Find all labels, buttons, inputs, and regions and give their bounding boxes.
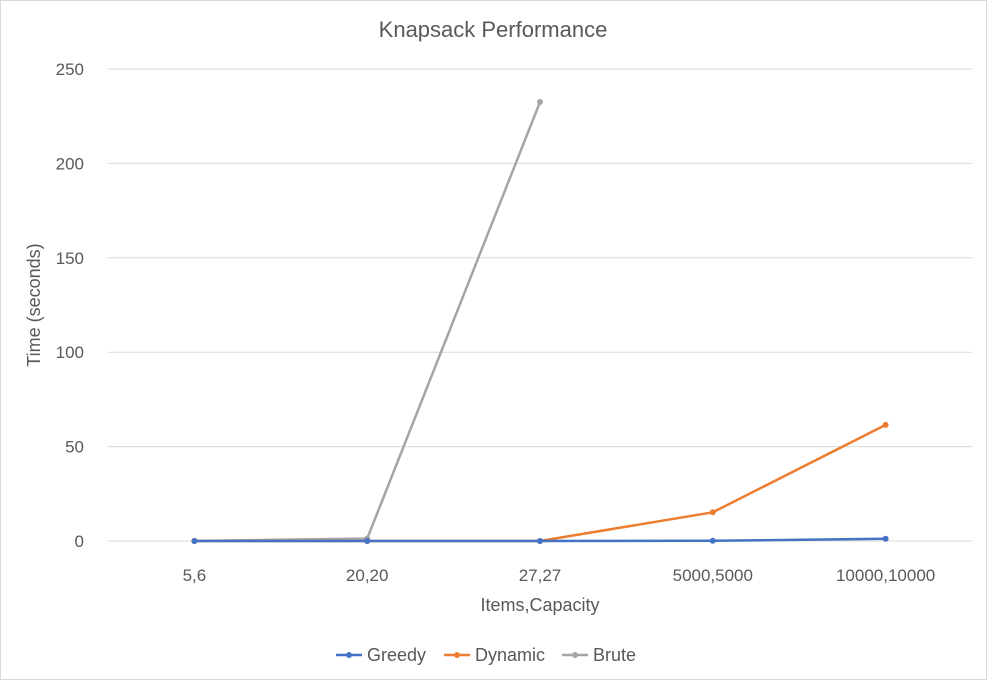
x-axis-ticks: 5,6 20,20 27,27 5000,5000 10000,10000 xyxy=(183,566,936,585)
x-axis-title: Items,Capacity xyxy=(480,595,599,615)
data-point-brute xyxy=(537,99,543,106)
y-tick-label: 150 xyxy=(56,249,84,268)
series-dynamic xyxy=(191,421,889,544)
legend-marker-brute xyxy=(572,652,578,658)
series-line-dynamic xyxy=(194,423,887,543)
legend-label-dynamic: Dynamic xyxy=(475,645,545,665)
data-point-dynamic xyxy=(709,509,716,516)
legend-item-dynamic: Dynamic xyxy=(444,645,545,665)
y-tick-label: 50 xyxy=(65,438,84,457)
y-tick-label: 0 xyxy=(75,532,84,551)
legend-item-brute: Brute xyxy=(562,645,636,665)
data-point-greedy xyxy=(191,538,198,544)
legend-marker-greedy xyxy=(346,652,352,658)
legend-label-greedy: Greedy xyxy=(367,645,426,665)
series-brute xyxy=(191,99,543,544)
series-greedy xyxy=(191,535,889,544)
y-tick-label: 200 xyxy=(56,154,84,173)
y-axis-ticks: 0 50 100 150 200 250 xyxy=(56,60,84,551)
x-tick-label: 10000,10000 xyxy=(836,566,935,585)
x-tick-label: 27,27 xyxy=(519,566,562,585)
data-point-greedy xyxy=(364,538,371,544)
chart-title: Knapsack Performance xyxy=(379,17,608,42)
legend: Greedy Dynamic Brute xyxy=(336,645,636,665)
data-point-greedy xyxy=(537,538,543,544)
series-line-brute xyxy=(194,101,542,543)
y-axis-title: Time (seconds) xyxy=(24,243,44,366)
legend-marker-dynamic xyxy=(454,652,460,658)
y-tick-label: 250 xyxy=(56,60,84,79)
x-tick-label: 5,6 xyxy=(183,566,207,585)
legend-label-brute: Brute xyxy=(593,645,636,665)
gridlines xyxy=(108,68,972,542)
data-point-dynamic xyxy=(882,421,889,428)
x-tick-label: 5000,5000 xyxy=(673,566,753,585)
legend-item-greedy: Greedy xyxy=(336,645,426,665)
data-point-greedy xyxy=(882,535,889,542)
series xyxy=(191,99,889,544)
data-point-greedy xyxy=(709,537,716,544)
x-tick-label: 20,20 xyxy=(346,566,389,585)
y-tick-label: 100 xyxy=(56,343,84,362)
